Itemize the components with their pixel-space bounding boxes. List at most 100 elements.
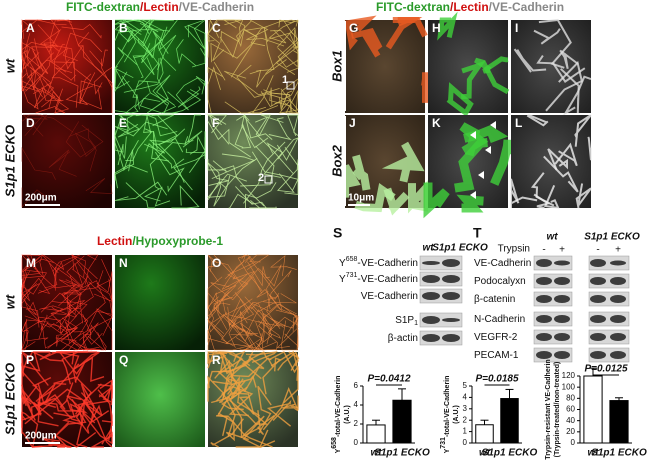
section-title: FITC-dextran/Lectin/VE-Cadherin (376, 0, 564, 14)
vessel (114, 121, 168, 137)
vessel (543, 155, 579, 193)
vessel (63, 32, 103, 62)
x-tick-label: S1p1 ECKO (482, 448, 538, 459)
blot-band (536, 295, 552, 303)
scale-bar-label: 200μm (25, 193, 57, 204)
vessel (290, 353, 299, 371)
vessel (98, 386, 113, 403)
scale-bar-label: 200μm (25, 431, 57, 442)
vessel (207, 296, 219, 342)
vessel (385, 17, 423, 50)
blot-band (590, 295, 606, 303)
vessel (79, 72, 102, 104)
box-marker (286, 81, 295, 90)
blot-row-label: VE-Cadherin (474, 258, 531, 269)
vessel (213, 254, 255, 290)
y-tick-label: 2 (463, 415, 468, 424)
vessel (151, 131, 169, 162)
blot-condition: S1p1 ECKO (584, 232, 640, 243)
micrograph (115, 255, 205, 350)
vessel (114, 68, 134, 89)
blot-band (554, 295, 570, 303)
vessel (21, 341, 36, 351)
vessel (37, 24, 62, 47)
vessel (21, 187, 51, 208)
annotation: 2 (258, 172, 264, 184)
vessel (230, 298, 251, 342)
vessel (538, 18, 572, 69)
vessel (383, 187, 410, 216)
vessel (530, 172, 555, 207)
title-part: / (489, 0, 493, 14)
vessel (172, 90, 202, 114)
vessel (182, 130, 203, 148)
vessel (207, 306, 231, 333)
y-axis-label-part: Trypsin-resistant VE-Cadherin (545, 359, 552, 459)
vessel (259, 264, 282, 309)
vessel (474, 57, 510, 95)
vessel (559, 49, 579, 70)
vessel (230, 355, 265, 393)
vessel (89, 427, 113, 448)
vessel (207, 351, 228, 369)
blot-treatment: Trypsin (498, 244, 530, 255)
vessel (207, 162, 227, 207)
vessel (423, 182, 450, 219)
vessel (167, 77, 198, 111)
vessel (21, 357, 29, 387)
section-title: Lectin/Hypoxyprobe-1 (97, 234, 223, 248)
vessel (61, 24, 102, 39)
vessel (140, 19, 178, 76)
blot-band (536, 259, 552, 267)
vessel (177, 86, 201, 108)
blot-band (590, 333, 606, 341)
vessel (85, 178, 113, 194)
vessel (266, 270, 292, 329)
vessel (262, 387, 299, 431)
vessel (83, 332, 100, 351)
y-axis-label-part: Y (335, 448, 342, 453)
vessel (124, 94, 140, 114)
vessel (117, 114, 141, 138)
vessel (93, 67, 113, 95)
vessel (513, 48, 547, 73)
vessel (21, 384, 36, 421)
vessel (222, 19, 242, 29)
vessel (221, 385, 254, 417)
vessel (58, 351, 84, 375)
panel-letter: N (119, 256, 128, 270)
vessel (114, 181, 168, 202)
vessel (56, 19, 71, 26)
vessel (99, 379, 113, 399)
vessel (21, 273, 77, 297)
vessel (560, 68, 580, 114)
vessel (71, 254, 98, 280)
vessel (284, 90, 300, 114)
vessel (21, 292, 40, 328)
vessel (56, 321, 84, 347)
vessel (30, 383, 56, 419)
panel-letter: L (515, 116, 522, 130)
vessel (146, 81, 175, 114)
vessel (207, 335, 212, 350)
vessel (260, 80, 299, 108)
vessel (207, 292, 220, 314)
row-label: S1p1 ECKO (2, 363, 17, 435)
vessel (42, 78, 70, 114)
vessel (228, 193, 254, 209)
vessel (135, 114, 175, 127)
vessel (237, 254, 263, 292)
panel-letter: M (26, 256, 36, 270)
vessel (217, 412, 249, 442)
blot-row-label-part: Y (339, 258, 346, 269)
vessel (352, 154, 371, 191)
vessel (189, 135, 206, 173)
vessel (214, 359, 233, 380)
vessel (381, 141, 425, 183)
vessel (85, 254, 99, 285)
vessel (101, 420, 113, 441)
vessel (21, 283, 38, 316)
vessel (437, 11, 458, 41)
blot-band (554, 260, 570, 266)
